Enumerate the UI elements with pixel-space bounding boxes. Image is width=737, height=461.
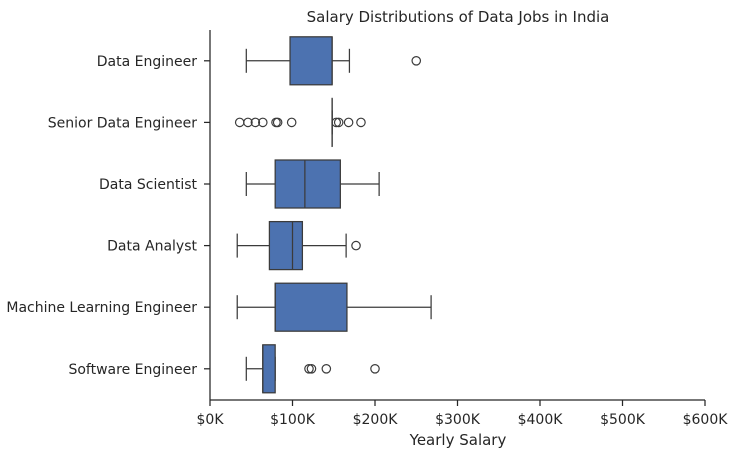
y-tick-label: Data Engineer bbox=[97, 54, 197, 70]
box-iqr bbox=[290, 37, 332, 85]
y-tick-label: Senior Data Engineer bbox=[48, 115, 198, 131]
x-tick-label: $500K bbox=[600, 412, 646, 428]
box-iqr bbox=[263, 345, 275, 393]
outlier-point bbox=[371, 365, 379, 373]
x-tick-label: $0K bbox=[197, 412, 225, 428]
plot-area: $0K $100K $200K $300K $400K $500K $600K Data En… bbox=[6, 30, 728, 428]
box-iqr bbox=[275, 160, 340, 208]
x-tick-label: $100K bbox=[270, 412, 316, 428]
y-tick-label: Data Scientist bbox=[99, 177, 198, 193]
x-tick-label: $300K bbox=[435, 412, 481, 428]
x-axis-title: Yearly Salary bbox=[409, 431, 507, 449]
outlier-point bbox=[344, 118, 352, 126]
box-iqr bbox=[269, 222, 302, 270]
outlier-point bbox=[412, 57, 420, 65]
outlier-point bbox=[287, 118, 295, 126]
y-tick-label: Data Analyst bbox=[107, 239, 197, 255]
outlier-point bbox=[357, 118, 365, 126]
x-tick-label: $200K bbox=[353, 412, 399, 428]
box-iqr bbox=[275, 283, 347, 331]
x-tick-label: $400K bbox=[518, 412, 564, 428]
y-tick-label: Machine Learning Engineer bbox=[6, 300, 197, 316]
x-tick-label: $600K bbox=[683, 412, 729, 428]
outlier-point bbox=[236, 118, 244, 126]
chart-title: Salary Distributions of Data Jobs in Ind… bbox=[307, 8, 610, 26]
outlier-point bbox=[352, 241, 360, 249]
outlier-point bbox=[322, 365, 330, 373]
y-tick-label: Software Engineer bbox=[68, 362, 197, 378]
